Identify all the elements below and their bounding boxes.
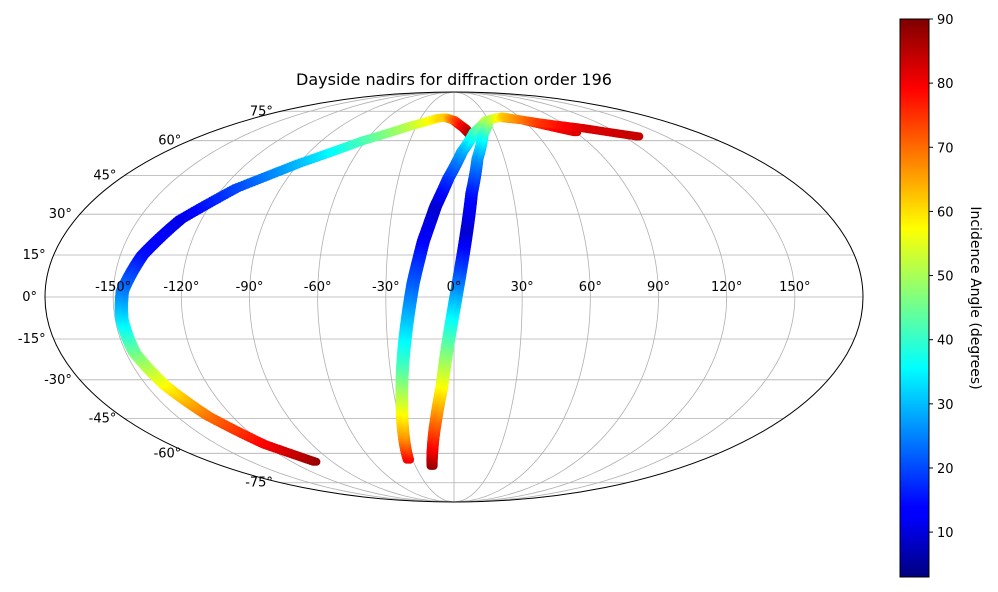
nadir-track-1	[114, 113, 479, 466]
lon-tick-label: -120°	[163, 280, 199, 295]
map-area: -150° -120° -90° -60° -30° 0° 30° 60° 90° 120° 150…	[18, 91, 864, 503]
lat-tick-label: 75°	[250, 104, 273, 119]
colorbar-gradient	[899, 18, 930, 578]
nadir-points	[114, 112, 644, 470]
lon-tick-label: 30°	[511, 280, 534, 295]
colorbar-tick-label: 80	[937, 77, 954, 92]
lat-tick-label: -45°	[89, 411, 117, 426]
chart-title: Dayside nadirs for diffraction order 196	[296, 70, 612, 89]
lon-tick-label: -90°	[236, 280, 264, 295]
colorbar: 10 20 30 40 50 60 70 80 90 Incidence Angle (degr…	[899, 13, 983, 578]
lon-tick-label: 90°	[647, 280, 670, 295]
colorbar-tick-label: 20	[937, 462, 954, 477]
lat-tick-label: -15°	[18, 332, 46, 347]
lon-tick-label: 0°	[447, 280, 462, 295]
colorbar-ticks: 10 20 30 40 50 60 70 80 90	[929, 13, 954, 541]
lat-tick-label: 45°	[93, 169, 116, 184]
longitude-tick-labels: -150° -120° -90° -60° -30° 0° 30° 60° 90° 120° 150…	[95, 280, 810, 295]
lon-tick-label: 150°	[779, 280, 810, 295]
colorbar-tick-label: 40	[937, 334, 954, 349]
colorbar-tick-label: 30	[937, 398, 954, 413]
nadir-point	[635, 132, 644, 141]
lon-tick-label: -150°	[95, 280, 131, 295]
lon-tick-label: 60°	[579, 280, 602, 295]
lat-tick-label: 0°	[22, 290, 37, 305]
lon-tick-label: -60°	[304, 280, 332, 295]
lat-tick-label: -75°	[245, 476, 273, 491]
lat-tick-label: 60°	[158, 134, 181, 149]
lon-tick-label: 120°	[711, 280, 742, 295]
colorbar-tick-label: 10	[937, 526, 954, 541]
lat-tick-label: -30°	[44, 373, 72, 388]
colorbar-label: Incidence Angle (degrees)	[967, 206, 983, 389]
lat-tick-label: -60°	[154, 446, 182, 461]
colorbar-tick-label: 50	[937, 270, 954, 285]
colorbar-tick-label: 60	[937, 205, 954, 220]
lat-tick-label: 30°	[49, 207, 72, 222]
colorbar-tick-label: 90	[937, 13, 954, 28]
lat-tick-label: 15°	[23, 248, 46, 263]
colorbar-tick-label: 70	[937, 141, 954, 156]
nadir-track-2	[395, 113, 582, 464]
lon-tick-label: -30°	[372, 280, 400, 295]
